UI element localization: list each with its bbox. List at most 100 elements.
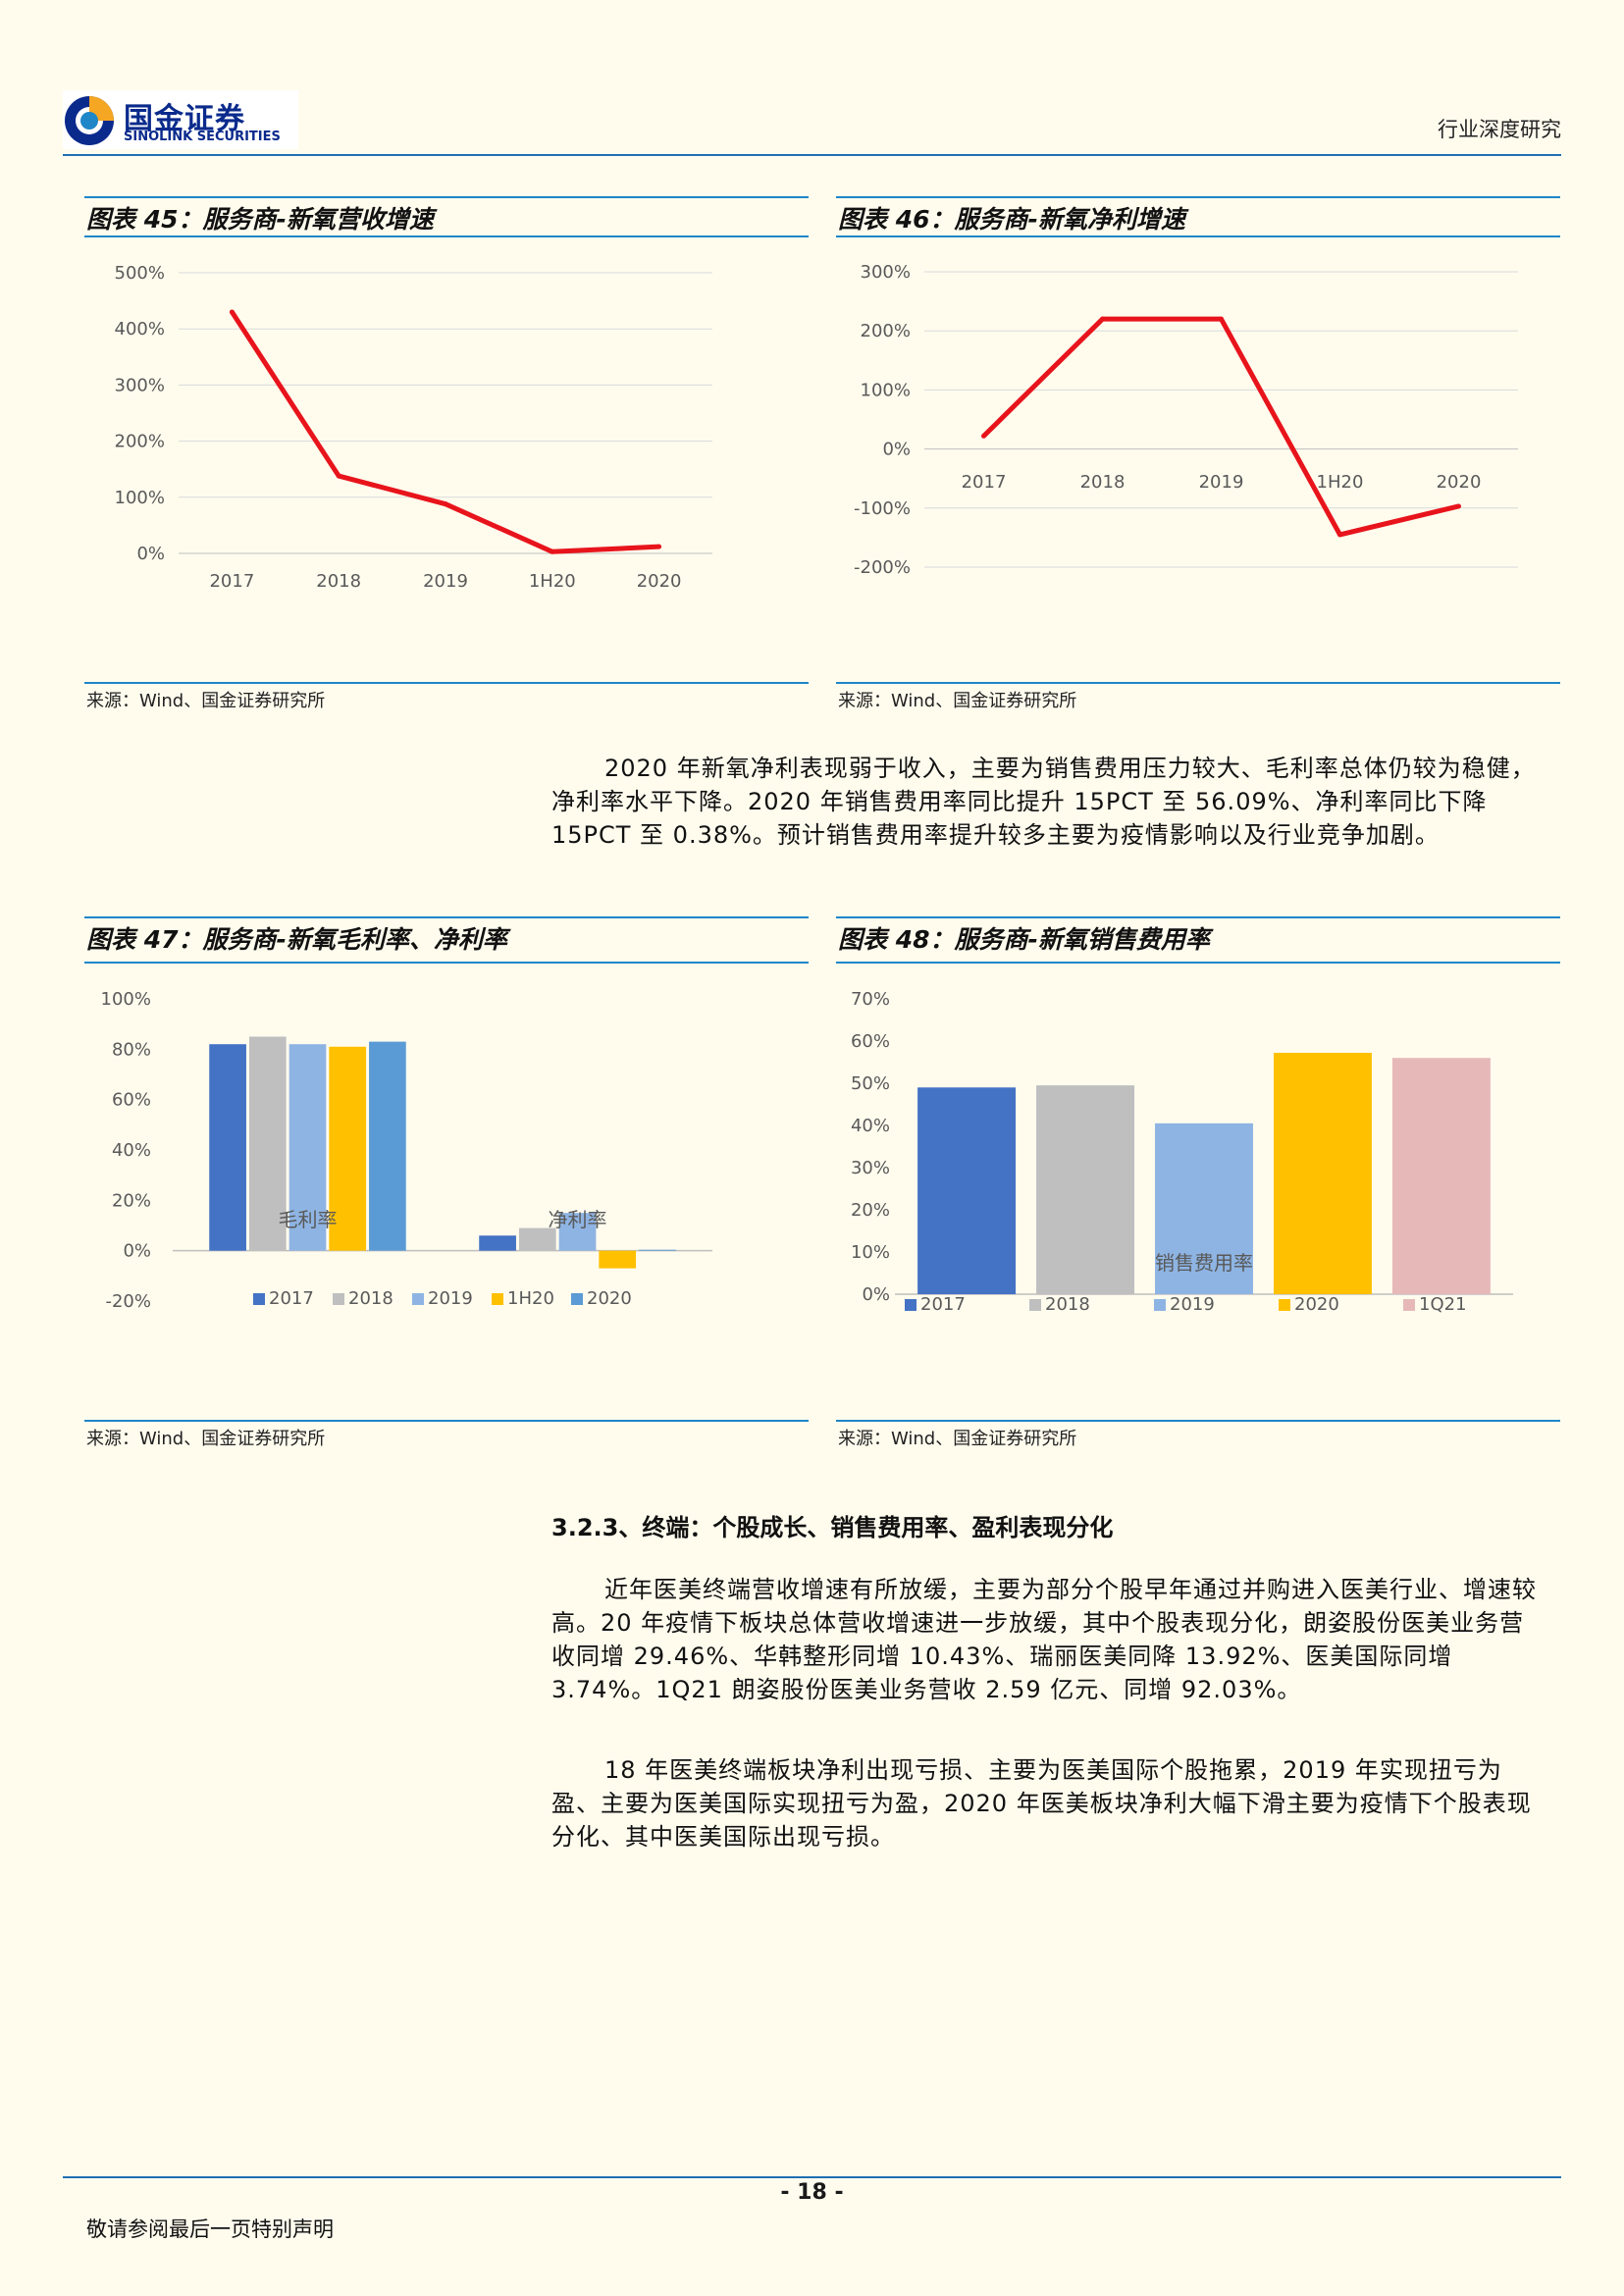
legend-label: 2020	[1294, 1294, 1339, 1315]
legend-label: 2017	[269, 1288, 314, 1309]
data-point	[981, 433, 986, 439]
sinolink-logo-icon	[65, 96, 114, 145]
revenue-growth-line-chart: 500% 400% 300% 200% 100% 0% 2017 2018 2019 1H20 20…	[115, 263, 712, 592]
figure-source: 来源：Wind、国金证券研究所	[86, 1429, 326, 1449]
bar	[1036, 1085, 1135, 1294]
figure-title: 图表 48：服务商-新氧销售费用率	[838, 925, 1210, 954]
legend-swatch	[1154, 1299, 1166, 1311]
legend-swatch	[1279, 1299, 1290, 1311]
legend-label: 2019	[1170, 1294, 1215, 1315]
y-tick-label: 20%	[851, 1200, 890, 1221]
legend-label: 2017	[920, 1294, 966, 1315]
data-point	[1219, 316, 1224, 322]
y-tick-label: 40%	[112, 1140, 151, 1161]
paragraph-terminal-revenue: 近年医美终端营收增速有所放缓，主要为部分个股早年通过并购进入医美行业、增速较高。…	[551, 1576, 1537, 1703]
figure-title: 图表 45：服务商-新氧营收增速	[86, 205, 434, 234]
figure-title: 图表 46：服务商-新氧净利增速	[838, 205, 1185, 234]
figure-46: 图表 46：服务商-新氧净利增速 300% 200% 100% 0% -100% -200…	[836, 196, 1560, 711]
figure-top-rule	[84, 196, 809, 198]
legend-swatch	[492, 1293, 503, 1305]
footer-divider	[63, 2176, 1561, 2178]
y-tick-label: 400%	[115, 319, 165, 339]
margin-bar-chart: 100% 80% 60% 40% 20% 0% -20% 毛利率 净利率 2017 2018 2019…	[101, 989, 712, 1312]
page-number: - 18 -	[780, 2180, 844, 2205]
y-tick-label: 100%	[861, 380, 911, 400]
x-tick-label: 2020	[1437, 472, 1482, 493]
x-tick-label: 2017	[962, 472, 1007, 493]
y-tick-label: 60%	[851, 1031, 890, 1052]
figure-title-rule	[84, 235, 809, 237]
legend-swatch	[1403, 1299, 1415, 1311]
y-tick-label: 80%	[112, 1039, 151, 1060]
data-point	[550, 548, 555, 554]
x-tick-label: 2019	[1199, 472, 1244, 493]
legend-swatch	[905, 1299, 917, 1311]
legend-swatch	[571, 1293, 583, 1305]
data-point	[1337, 532, 1342, 538]
bar	[209, 1044, 246, 1251]
bar	[479, 1235, 516, 1251]
data-point	[443, 501, 448, 507]
y-tick-label: 0%	[123, 1241, 151, 1262]
y-tick-label: 200%	[115, 432, 165, 452]
logo-company-name-en: SINOLINK SECURITIES	[124, 130, 281, 144]
bar	[329, 1046, 367, 1251]
net-profit-growth-line-chart: 300% 200% 100% 0% -100% -200% 2017 2018 2019 1H20…	[854, 262, 1518, 578]
section-heading: 3.2.3、终端：个股成长、销售费用率、盈利表现分化	[551, 1514, 1114, 1541]
y-tick-label: 60%	[112, 1090, 151, 1111]
bar	[1155, 1122, 1253, 1294]
logo-company-name: 国金证券	[124, 102, 245, 136]
y-tick-label: 100%	[101, 989, 151, 1010]
y-tick-label: 30%	[851, 1158, 890, 1178]
x-tick-label: 2018	[1080, 472, 1126, 493]
x-tick-label: 2018	[316, 571, 361, 592]
y-tick-label: 100%	[115, 488, 165, 508]
legend-label: 2018	[1045, 1294, 1090, 1315]
header-divider	[63, 154, 1561, 156]
footer-disclaimer-note: 敬请参阅最后一页特别声明	[86, 2218, 334, 2241]
x-tick-label: 1H20	[1317, 472, 1364, 493]
legend-label: 2020	[587, 1288, 632, 1309]
x-category-label: 销售费用率	[1155, 1251, 1253, 1275]
figure-title: 图表 47：服务商-新氧毛利率、净利率	[86, 925, 507, 954]
figure-source: 来源：Wind、国金证券研究所	[838, 691, 1077, 711]
figure-45: 图表 45：服务商-新氧营收增速 500% 400% 300% 200% 100% 0% 2…	[84, 196, 809, 711]
sales-expense-bar-chart: 70% 60% 50% 40% 30% 20% 10% 0% 销售费用率 2017 2018 2019…	[851, 989, 1513, 1315]
y-tick-label: 0%	[136, 544, 165, 564]
series-line	[230, 310, 659, 554]
paragraph-terminal-profit: 18 年医美终端板块净利出现亏损、主要为医美国际个股拖累，2019 年实现扭亏为…	[551, 1756, 1532, 1851]
report-type-label: 行业深度研究	[1438, 118, 1561, 141]
legend-swatch	[1029, 1299, 1041, 1311]
y-tick-label: 50%	[851, 1073, 890, 1094]
x-tick-label: 2020	[637, 571, 682, 592]
y-tick-label: -200%	[854, 557, 911, 578]
y-tick-label: -20%	[105, 1291, 151, 1312]
data-point	[1100, 316, 1105, 322]
legend-label: 2018	[348, 1288, 393, 1309]
data-point	[336, 473, 341, 479]
bar	[1273, 1053, 1372, 1294]
figure-top-rule	[84, 916, 809, 918]
figure-title-rule	[836, 962, 1560, 964]
bar	[518, 1227, 556, 1251]
y-tick-label: 70%	[851, 989, 890, 1010]
figure-source: 来源：Wind、国金证券研究所	[838, 1429, 1077, 1449]
y-tick-label: 40%	[851, 1116, 890, 1136]
figure-bottom-rule	[84, 682, 809, 684]
legend-label: 2019	[428, 1288, 473, 1309]
bar	[369, 1041, 406, 1251]
y-tick-label: 10%	[851, 1242, 890, 1263]
figure-bottom-rule	[836, 1420, 1560, 1422]
bar	[599, 1250, 637, 1269]
figure-47: 图表 47：服务商-新氧毛利率、净利率 100% 80% 60% 40% 20% 0% -2…	[84, 916, 809, 1449]
y-tick-label: 500%	[115, 263, 165, 284]
legend-swatch	[253, 1293, 265, 1305]
y-tick-label: -100%	[854, 498, 911, 519]
legend-swatch	[333, 1293, 344, 1305]
bar	[248, 1036, 287, 1251]
x-tick-label: 2017	[209, 571, 254, 592]
legend-label: 1H20	[507, 1288, 554, 1309]
y-tick-label: 200%	[861, 321, 911, 341]
figure-title-rule	[84, 962, 809, 964]
x-tick-label: 1H20	[529, 571, 576, 592]
